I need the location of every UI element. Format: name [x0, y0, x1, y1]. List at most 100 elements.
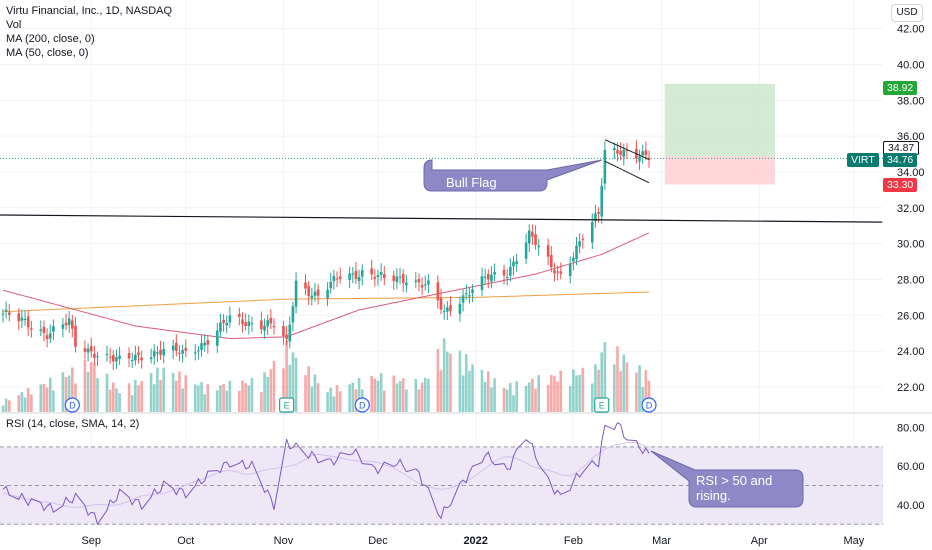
volume-bar [310, 386, 314, 412]
candle-body [162, 348, 166, 356]
volume-bar [222, 384, 225, 412]
dividend-marker-label: D [646, 401, 653, 411]
rsi-callout [650, 450, 804, 508]
candle-body [373, 277, 377, 279]
volume-bar [480, 369, 484, 412]
volume-bar [30, 394, 33, 412]
candle-body [130, 359, 134, 361]
indicator-ma50[interactable]: MA (50, close, 0) [6, 47, 89, 59]
volume-bar [449, 353, 452, 412]
candle-body [45, 335, 49, 340]
candle-body [152, 351, 156, 357]
volume-bar [4, 398, 8, 412]
symbol-title[interactable]: Virtu Financial, Inc., 1D, NASDAQ [6, 5, 173, 17]
volume-bar [572, 369, 575, 412]
candle-body [67, 318, 71, 326]
candle-body [247, 321, 251, 327]
candle-body [515, 261, 518, 265]
candle-body [468, 295, 471, 297]
volume-bar [48, 377, 52, 412]
volume-bar [162, 367, 166, 412]
volume-bar [93, 363, 96, 412]
candle-body [115, 357, 118, 362]
target-price-tag: 38.92 [883, 81, 918, 95]
candle-body [193, 352, 197, 354]
bull-flag-callout [423, 159, 602, 192]
candle-body [603, 149, 607, 184]
volume-bar [392, 375, 396, 412]
candle-body [64, 322, 68, 326]
candle-body [622, 149, 626, 157]
moving-averages [2, 232, 650, 340]
candle-body [17, 313, 21, 322]
rsi-tick-label: 40.00 [897, 500, 925, 512]
last-price-tag: 34.76 [883, 153, 918, 167]
volume-bar [86, 371, 90, 412]
indicator-ma200[interactable]: MA (200, close, 0) [6, 33, 95, 45]
volume-bar [531, 378, 534, 412]
candle-body [244, 322, 247, 327]
candle-body [8, 312, 11, 315]
candle-body [379, 271, 383, 275]
candle-body [108, 356, 112, 358]
candle-body [647, 157, 651, 160]
volume-bar [559, 370, 563, 412]
volume-bar [1, 405, 5, 412]
price-tick-label: 34.00 [897, 167, 925, 179]
volume-bar [348, 384, 351, 412]
volume-bar [178, 371, 181, 412]
currency-button[interactable]: USD [891, 4, 923, 22]
volume-bar [644, 370, 648, 412]
candle-body [405, 282, 408, 286]
candle-body [105, 354, 109, 356]
price-tick-label: 36.00 [897, 131, 925, 143]
price-tick-label: 28.00 [897, 274, 925, 286]
volume-bar [307, 366, 310, 412]
volume-bar [219, 385, 222, 412]
candle-body [228, 315, 232, 323]
volume-bar [282, 368, 285, 412]
candle-body [61, 324, 65, 329]
indicator-vol[interactable]: Vol [6, 19, 22, 31]
volume-bar [619, 371, 622, 412]
candle-body [241, 319, 244, 325]
candle-body [360, 270, 364, 277]
volume-bar [238, 390, 241, 412]
ma200-line [2, 291, 650, 313]
price-tick-label: 22.00 [897, 382, 925, 394]
candle-body [39, 329, 43, 331]
candle-body [575, 245, 578, 259]
volume-bar [335, 385, 339, 412]
candle-body [266, 320, 270, 327]
candle-body [181, 349, 184, 354]
earnings-marker-label: E [284, 401, 290, 411]
candle-body [200, 343, 203, 350]
volume-bar [534, 388, 537, 412]
ma50-line [2, 232, 650, 340]
drawings[interactable] [0, 139, 883, 223]
candle-body [597, 211, 600, 214]
candle-body [184, 347, 188, 351]
volume-bar [329, 387, 333, 412]
candle-body [625, 150, 629, 152]
volume-bar [382, 390, 386, 412]
volume-bar [590, 383, 594, 412]
candle-body [550, 255, 553, 268]
volume-bar [156, 367, 159, 412]
candle-body [483, 276, 487, 278]
candle-body [260, 320, 263, 330]
volume-bar [288, 364, 292, 412]
candle-body [423, 284, 427, 286]
candle-body [414, 280, 418, 282]
volume-bar [96, 378, 99, 412]
candle-body [30, 328, 33, 330]
time-tick-label: Sep [81, 535, 101, 547]
rsi-title[interactable]: RSI (14, close, SMA, 14, 2) [6, 418, 140, 430]
volume-bar [379, 373, 383, 412]
candle-body [140, 357, 143, 361]
time-tick-label: 2022 [463, 535, 487, 547]
time-tick-label: Apr [751, 535, 768, 547]
candle-body [250, 323, 254, 325]
